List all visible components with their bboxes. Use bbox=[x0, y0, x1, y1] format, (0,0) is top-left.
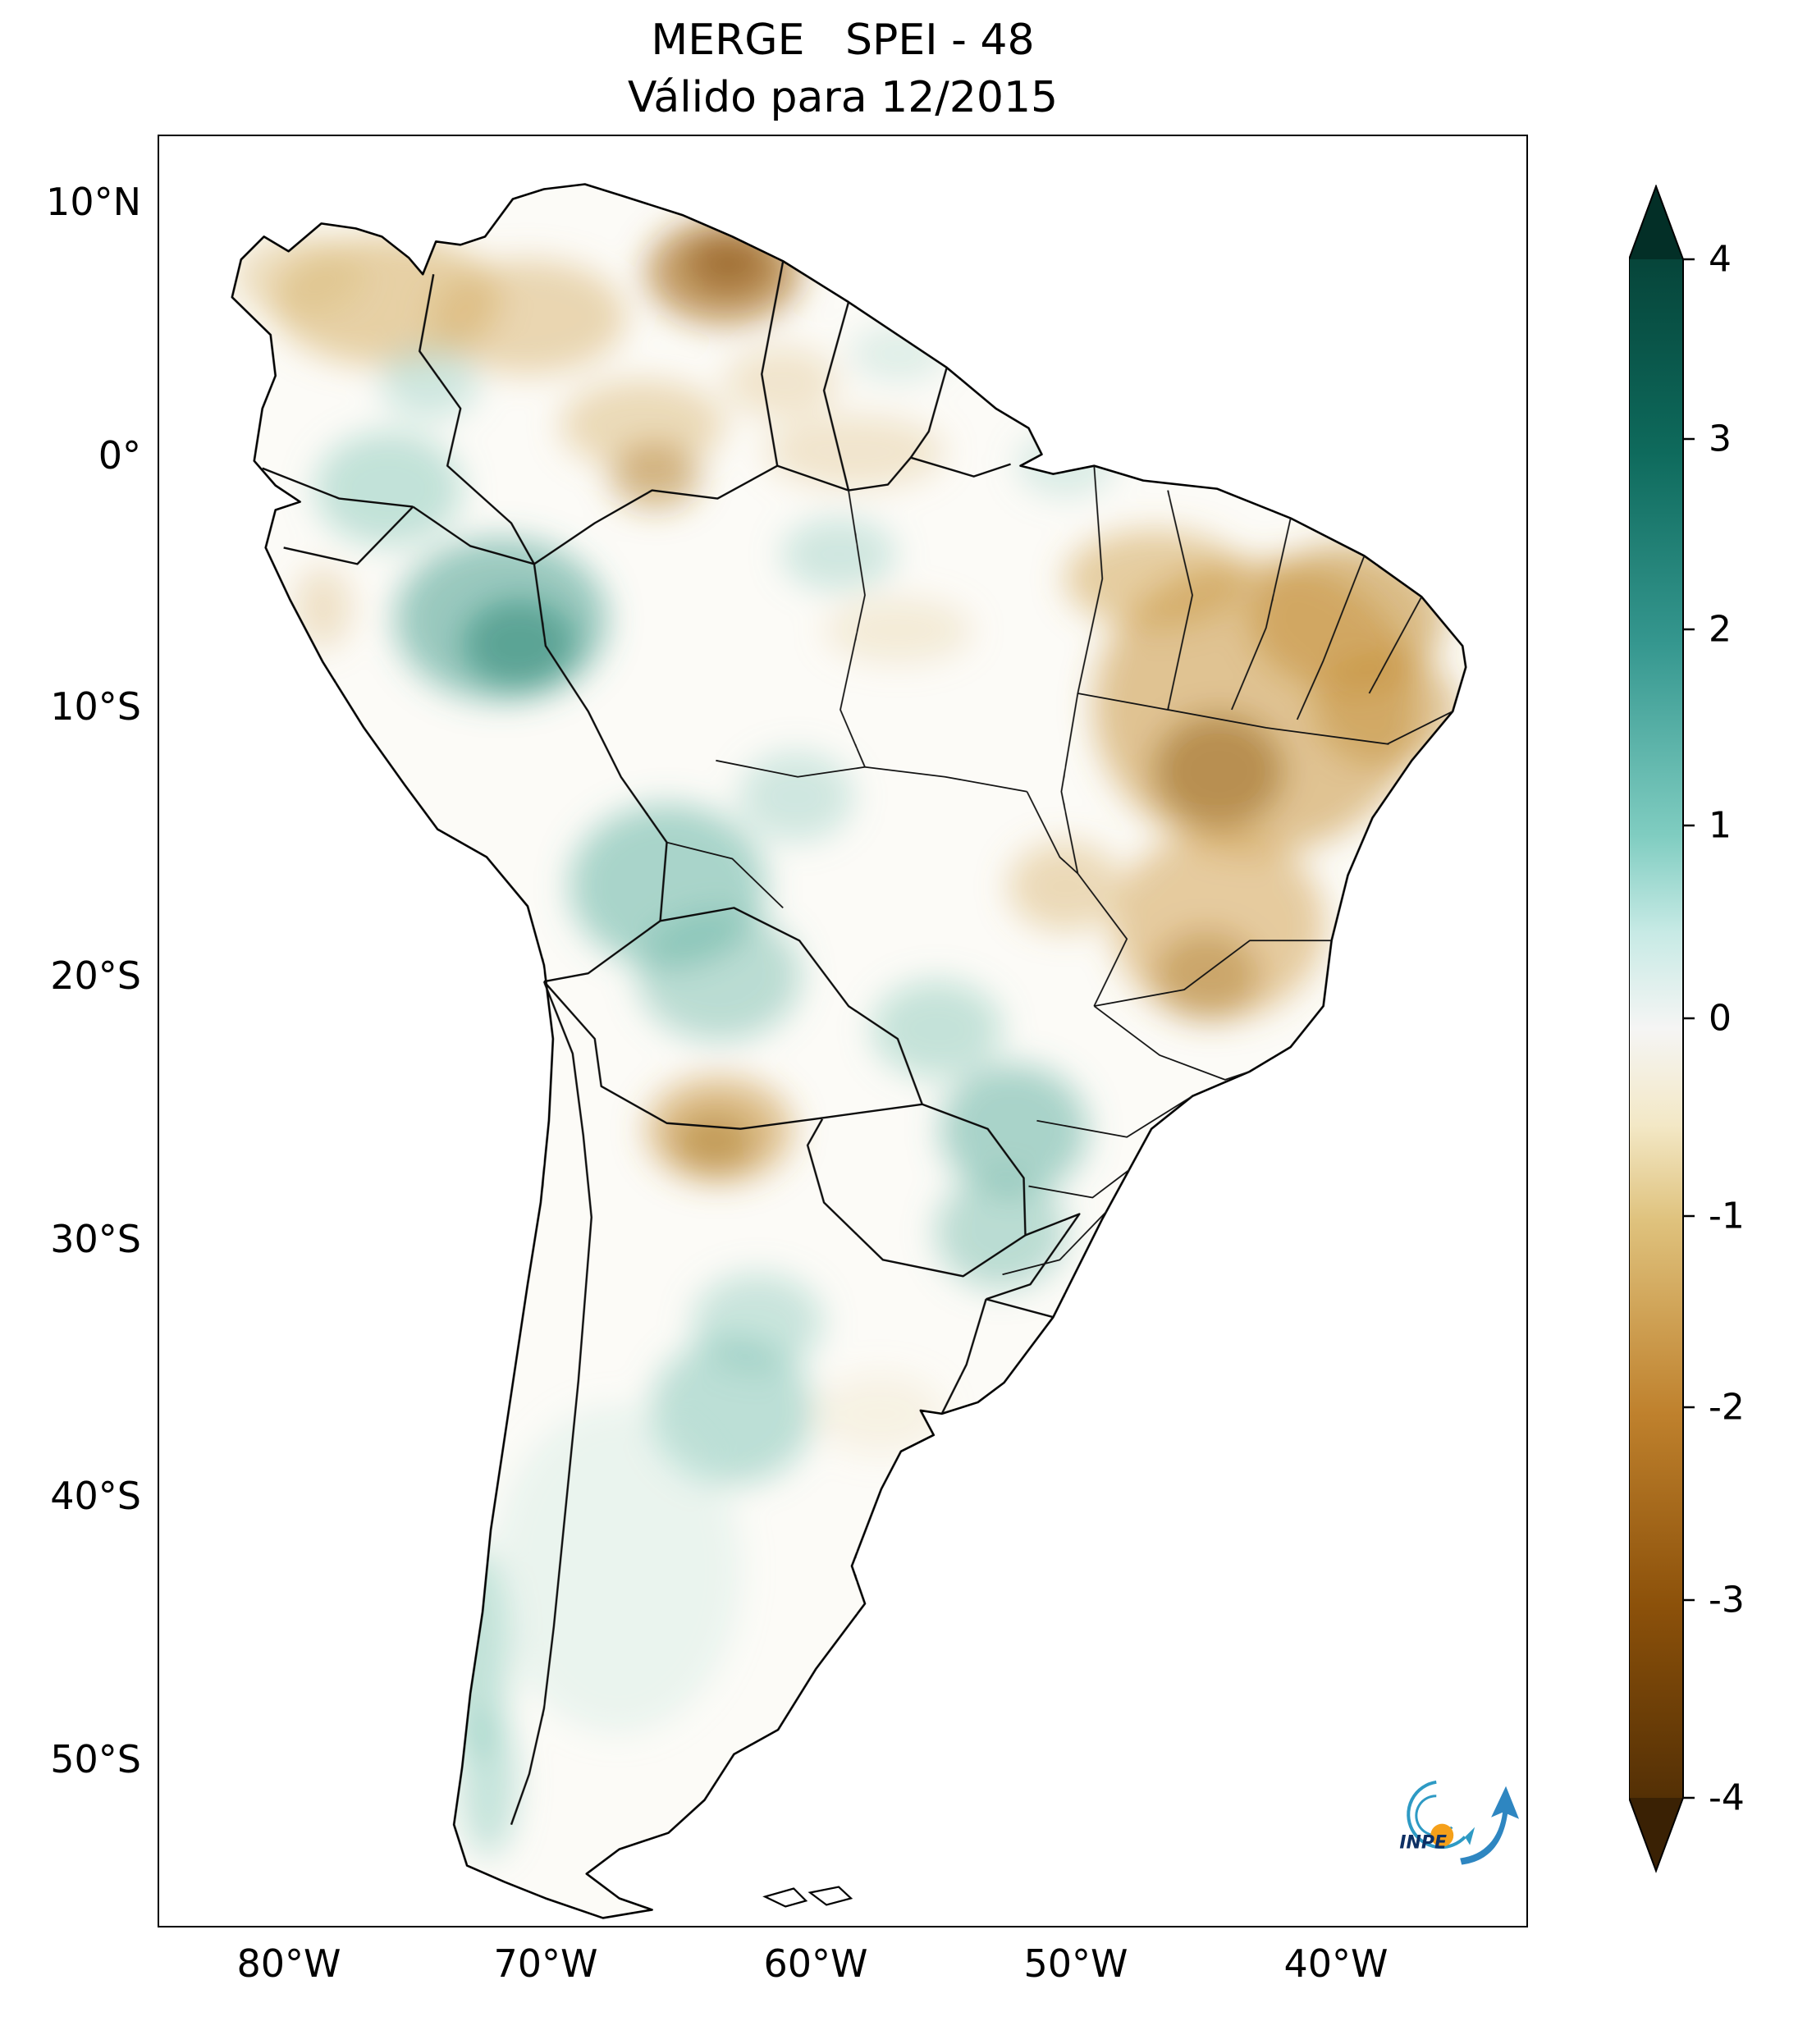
inpe-logo: INPE bbox=[1399, 1780, 1520, 1865]
colorbar-tick-m4: -4 bbox=[1709, 1776, 1745, 1819]
colorbar bbox=[1629, 185, 1695, 1873]
y-tick-20s: 20°S bbox=[50, 953, 141, 998]
y-tick-10n: 10°N bbox=[46, 180, 141, 224]
colorbar-extend-max bbox=[1629, 186, 1683, 259]
map-title: MERGE SPEI - 48 bbox=[651, 16, 1035, 65]
colorbar-extend-min bbox=[1629, 1798, 1683, 1871]
inpe-logo-text: INPE bbox=[1399, 1833, 1447, 1854]
state-borders bbox=[666, 465, 1453, 1276]
colorbar-tick-m3: -3 bbox=[1709, 1579, 1745, 1621]
title-block: MERGE SPEI - 48 Válido para 12/2015 bbox=[158, 11, 1528, 126]
colorbar-tick-3: 3 bbox=[1709, 418, 1732, 460]
x-tick-60w: 60°W bbox=[763, 1941, 868, 1986]
colorbar-tick-0: 0 bbox=[1709, 997, 1732, 1040]
x-tick-50w: 50°W bbox=[1023, 1941, 1128, 1986]
islands-outline bbox=[762, 1886, 853, 1908]
y-tick-30s: 30°S bbox=[50, 1217, 141, 1261]
colorbar-tick-2: 2 bbox=[1709, 608, 1732, 651]
colorbar-tick-marks bbox=[1683, 258, 1695, 1799]
x-tick-80w: 80°W bbox=[236, 1941, 341, 1986]
colorbar-gradient bbox=[1629, 259, 1683, 1798]
continent-outline bbox=[231, 183, 1467, 1919]
colorbar-tick-4: 4 bbox=[1709, 238, 1732, 281]
spei-shading bbox=[232, 218, 1462, 1857]
y-tick-40s: 40°S bbox=[50, 1474, 141, 1518]
map-plot-area: INPE bbox=[158, 135, 1528, 1927]
colorbar-tick-m1: -1 bbox=[1709, 1195, 1745, 1237]
y-tick-50s: 50°S bbox=[50, 1737, 141, 1781]
x-tick-40w: 40°W bbox=[1283, 1941, 1389, 1986]
country-borders bbox=[262, 261, 1081, 1826]
south-america-map: INPE bbox=[231, 183, 1520, 1919]
map-subtitle: Válido para 12/2015 bbox=[627, 73, 1059, 122]
x-tick-70w: 70°W bbox=[493, 1941, 598, 1986]
y-tick-0: 0° bbox=[98, 433, 141, 478]
colorbar-tick-m2: -2 bbox=[1709, 1386, 1745, 1429]
colorbar-tick-1: 1 bbox=[1709, 804, 1732, 847]
y-tick-10s: 10°S bbox=[50, 684, 141, 729]
